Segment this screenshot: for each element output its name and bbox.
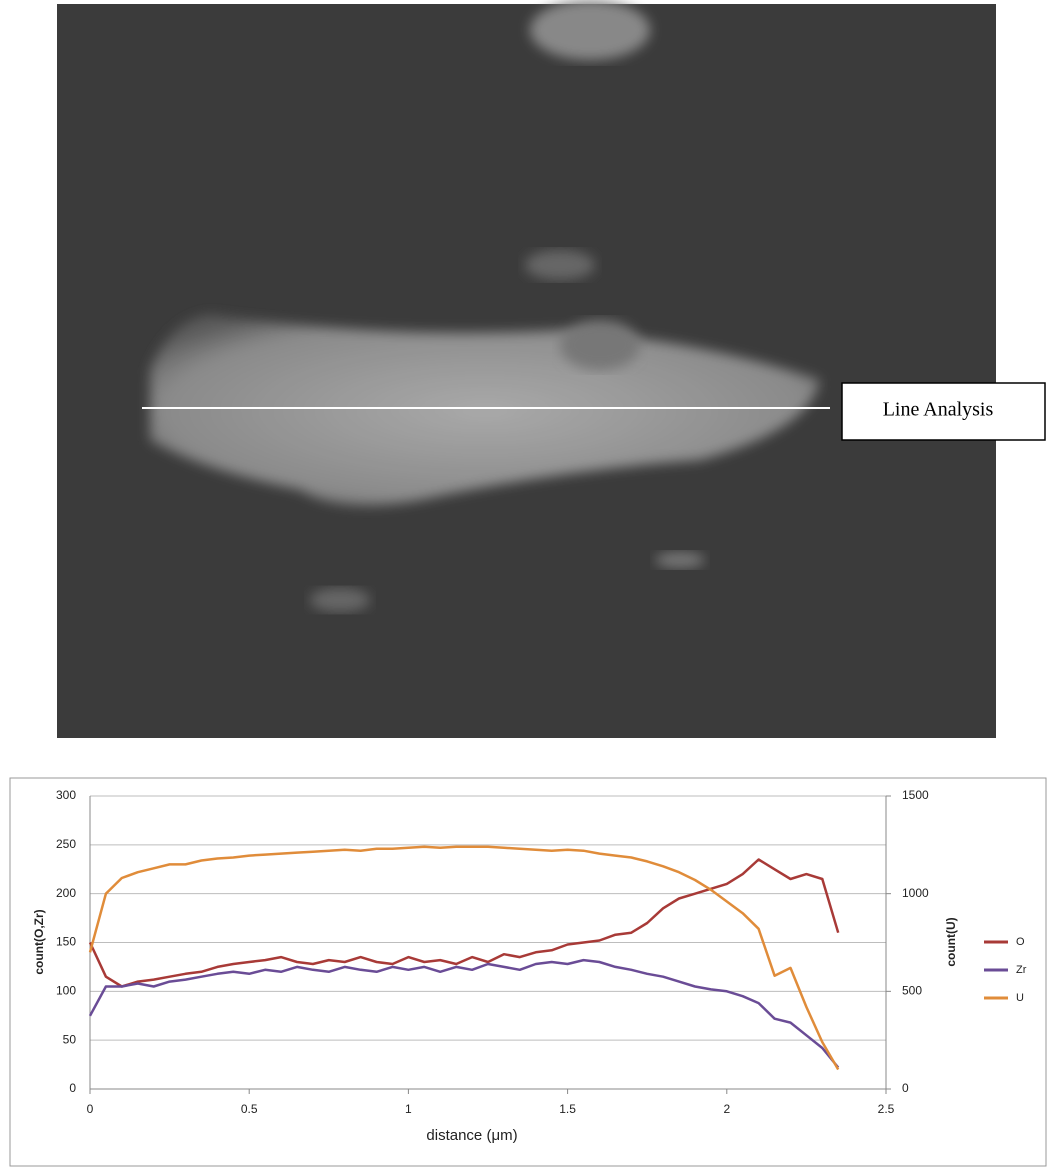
legend-label: O — [1016, 936, 1025, 948]
x-tick-label: 0.5 — [241, 1102, 258, 1116]
series-line — [88, 958, 840, 1069]
y-axis-title: count(O,Zr) — [32, 909, 46, 974]
series-line — [88, 845, 840, 1071]
y-tick-label: 100 — [56, 984, 76, 998]
x-tick-label: 2 — [723, 1102, 730, 1116]
series-line — [88, 858, 840, 988]
y2-tick-label: 1000 — [902, 886, 929, 900]
sem-image: Line Analysis — [57, 0, 1046, 738]
x-axis-title: distance (μm) — [426, 1127, 517, 1144]
chart: 0 50 100 150 200 250 300 0 500 1000 1500 0 0.5 1 1.5 2 2… — [32, 788, 1027, 1144]
x-tick-label: 1.5 — [559, 1102, 576, 1116]
y2-axis-title: count(U) — [944, 917, 958, 966]
y-tick-label: 300 — [56, 788, 76, 802]
y2-tick-label: 0 — [902, 1081, 909, 1095]
y2-tick-label: 1500 — [902, 788, 929, 802]
x-tick-label: 0 — [87, 1102, 94, 1116]
line-analysis-label: Line Analysis — [883, 399, 994, 421]
x-tick-label: 1 — [405, 1102, 412, 1116]
legend-label: Zr — [1016, 964, 1027, 976]
y-tick-label: 200 — [56, 886, 76, 900]
y-tick-label: 150 — [56, 935, 76, 949]
y-tick-label: 0 — [69, 1081, 76, 1095]
chart-frame — [9, 777, 1047, 1167]
y-tick-label: 250 — [56, 837, 76, 851]
x-tick-label: 2.5 — [878, 1102, 895, 1116]
y2-tick-label: 500 — [902, 984, 922, 998]
legend-label: U — [1016, 992, 1024, 1004]
y-tick-label: 50 — [63, 1032, 77, 1046]
